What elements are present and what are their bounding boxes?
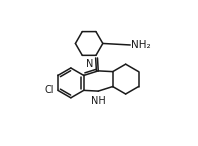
- Text: Cl: Cl: [45, 85, 54, 95]
- Text: N: N: [86, 59, 94, 69]
- Text: NH₂: NH₂: [131, 40, 151, 50]
- Text: NH: NH: [91, 96, 106, 106]
